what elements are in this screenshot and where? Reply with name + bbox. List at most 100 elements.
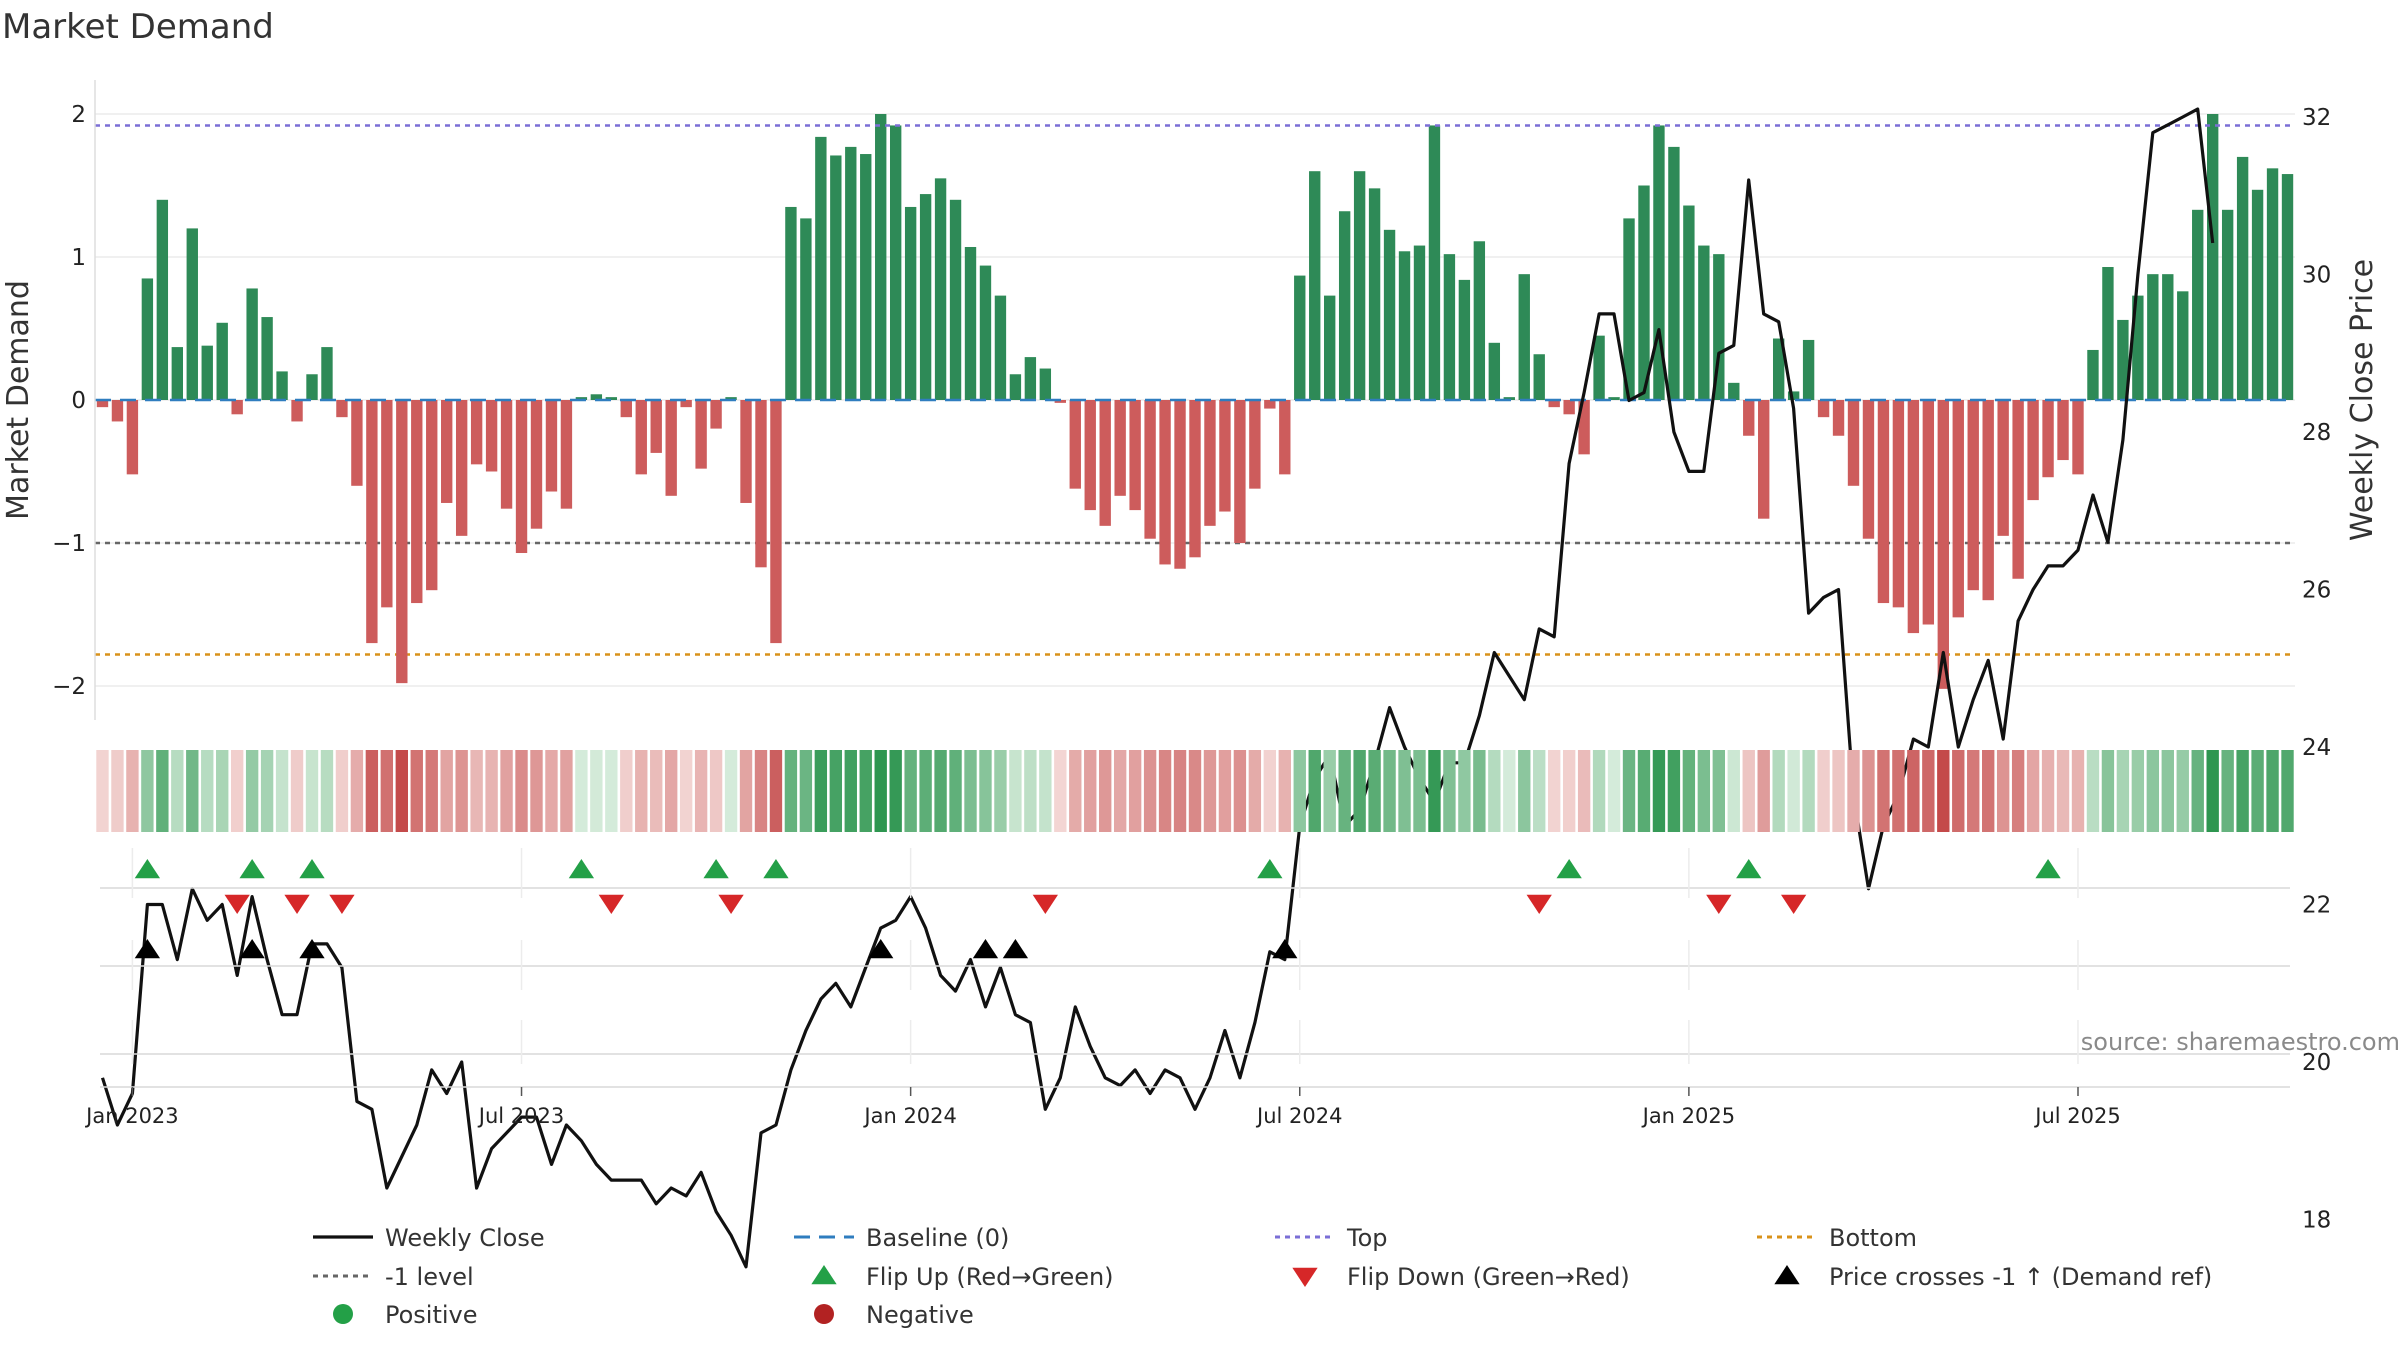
demand-bar	[889, 125, 902, 400]
demand-bar	[321, 347, 333, 400]
heat-cell	[1877, 750, 1890, 832]
legend-label: Top	[1346, 1224, 1388, 1252]
demand-bar	[1832, 400, 1845, 436]
demand-bar	[1743, 400, 1755, 436]
demand-bar	[1533, 354, 1545, 400]
demand-bar	[1234, 400, 1246, 543]
heat-cell	[1592, 750, 1606, 832]
demand-bar	[1548, 400, 1560, 408]
heat-cell	[290, 750, 304, 832]
demand-bar	[635, 400, 647, 475]
heat-cell	[1757, 750, 1770, 832]
demand-bar	[1264, 400, 1276, 409]
legend-item-cross: Price crosses -1 ↑ (Demand ref)	[1774, 1263, 2212, 1291]
heat-cell	[1383, 750, 1396, 832]
demand-bar	[1787, 391, 1800, 400]
demand-bar	[904, 206, 917, 400]
heat-cell	[590, 750, 603, 832]
flip-down-marker	[329, 894, 355, 914]
demand-bar	[2221, 209, 2234, 400]
heat-cell	[859, 750, 872, 832]
heat-cell	[515, 750, 528, 832]
heat-cell	[156, 750, 169, 832]
flip-markers	[134, 859, 2061, 914]
demand-bar	[1593, 335, 1605, 400]
heat-cell	[1338, 750, 1351, 832]
heat-cell	[1009, 750, 1022, 832]
heat-cell	[2236, 750, 2249, 832]
legend-item-flip-down: Flip Down (Green→Red)	[1292, 1263, 1630, 1291]
heat-cell	[1996, 750, 2010, 832]
demand-bar	[800, 218, 812, 400]
demand-bar	[2072, 400, 2084, 475]
flip-up-marker	[1257, 859, 1283, 879]
legend-label: Weekly Close	[385, 1224, 545, 1252]
heat-cell	[1069, 750, 1082, 832]
heat-cell	[470, 750, 483, 832]
x-tick-label: Jul 2024	[1255, 1104, 1342, 1128]
lower-panel-grid	[100, 848, 2290, 1088]
heat-cell	[575, 750, 588, 832]
x-tick-label: Jan 2024	[862, 1104, 957, 1128]
heat-cell	[1353, 750, 1366, 832]
heat-cell	[230, 750, 244, 832]
price-cross-marker	[134, 939, 161, 959]
heat-cell	[201, 750, 214, 832]
demand-bar	[845, 146, 857, 400]
demand-bar	[605, 397, 618, 400]
demand-bar	[2057, 400, 2069, 461]
demand-bar	[2012, 400, 2024, 579]
demand-bar	[1563, 400, 1575, 415]
heat-cell	[2071, 750, 2085, 832]
heat-cell	[440, 750, 453, 832]
flip-up-marker	[568, 859, 595, 879]
demand-bar	[994, 295, 1007, 400]
heat-cell	[1577, 750, 1591, 832]
right-tick-label: 20	[2302, 1050, 2331, 1076]
demand-bar	[156, 199, 169, 400]
heat-cell	[1682, 750, 1696, 832]
price-cross-marker	[299, 939, 325, 959]
heat-cell	[141, 750, 154, 832]
heat-cell	[694, 750, 708, 832]
legend-item-flip-up: Flip Up (Red→Green)	[811, 1263, 1114, 1291]
flip-up-marker	[1736, 859, 1762, 879]
left-tick-label: −1	[52, 531, 86, 557]
heat-cell	[395, 750, 408, 832]
demand-bar	[1847, 400, 1860, 486]
heat-cell	[709, 750, 723, 832]
legend-swatch	[333, 1304, 353, 1324]
heat-cell	[96, 750, 109, 832]
heat-cell	[1398, 750, 1411, 832]
heat-cell	[320, 750, 334, 832]
demand-bar	[2281, 174, 2294, 400]
demand-bar	[201, 345, 213, 400]
demand-bar	[875, 114, 887, 400]
demand-bar	[964, 246, 977, 400]
heat-cell	[1368, 750, 1381, 832]
heat-cell	[754, 750, 768, 832]
heat-cell	[245, 750, 259, 832]
heat-cell	[979, 750, 992, 832]
flip-down-marker	[1780, 894, 1807, 914]
demand-bar	[1024, 357, 1037, 400]
demand-bar	[2027, 400, 2039, 501]
demand-bar	[785, 206, 797, 400]
price-cross-marker	[1272, 939, 1298, 959]
demand-bar	[1039, 368, 1052, 400]
demand-bar	[1368, 188, 1381, 400]
demand-bar	[186, 228, 198, 400]
demand-bar	[2207, 114, 2219, 400]
demand-bar	[1623, 218, 1635, 400]
heat-cell	[1862, 750, 1875, 832]
legend-item-minus-one: -1 level	[313, 1263, 474, 1291]
legend-item-dot-positive: Positive	[333, 1301, 478, 1329]
heat-cell	[425, 750, 438, 832]
chart-title: Market Demand	[2, 7, 274, 47]
demand-bar	[470, 400, 483, 465]
heat-cell	[455, 750, 468, 832]
heat-cell	[2176, 750, 2189, 832]
demand-bar	[1159, 400, 1171, 565]
heat-cell	[171, 750, 184, 832]
